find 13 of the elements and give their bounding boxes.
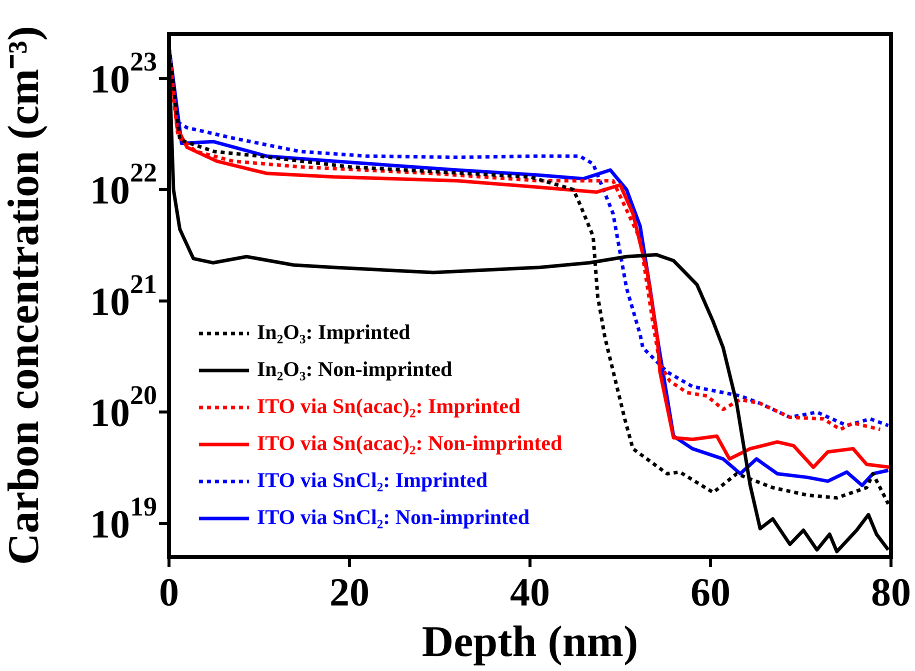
x-tick-label: 60 (690, 569, 730, 614)
x-tick-label: 80 (871, 569, 911, 614)
legend-label: In₂O₃: Non-imprinted (257, 356, 453, 381)
legend-label: In₂O₃: Imprinted (257, 320, 411, 344)
legend-label: ITO via Sn(acac)₂: Imprinted (257, 394, 520, 418)
legend-label: ITO via SnCl₂: Imprinted (257, 468, 488, 492)
legend-label: ITO via Sn(acac)₂: Non-imprinted (257, 430, 562, 455)
x-tick-label: 0 (159, 569, 179, 614)
y-axis-title: Carbon concentration (cm⁻³) (0, 26, 48, 565)
x-tick-label: 20 (330, 569, 370, 614)
legend-label: ITO via SnCl₂: Non-imprinted (257, 504, 530, 529)
x-tick-label: 40 (510, 569, 550, 614)
x-axis-title: Depth (nm) (422, 616, 638, 666)
